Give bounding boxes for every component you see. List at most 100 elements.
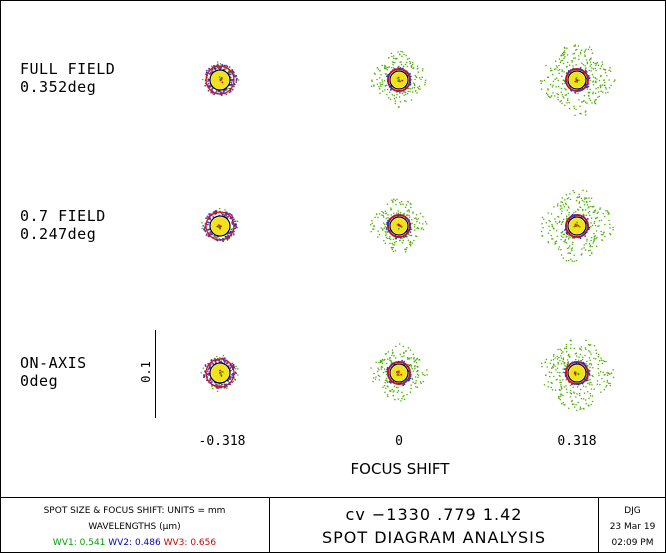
spot-ray-green bbox=[587, 379, 590, 381]
spot-ray-blue bbox=[397, 214, 399, 217]
spot-ray-green bbox=[378, 361, 380, 364]
spot-ray-green bbox=[578, 193, 580, 196]
spot-ray-blue bbox=[215, 386, 218, 389]
spot-ray-blue bbox=[403, 362, 405, 365]
spot-ray-blue bbox=[208, 228, 211, 231]
spot-ray-green bbox=[382, 222, 385, 224]
spot-ray-blue bbox=[572, 236, 575, 239]
spot-ray-blue bbox=[584, 86, 587, 89]
spot-ray-green bbox=[561, 59, 564, 62]
spot-ray-green bbox=[390, 214, 393, 216]
spot-ray-green bbox=[582, 407, 585, 410]
spot-ray-green bbox=[593, 237, 596, 240]
spot-ray-blue bbox=[408, 79, 411, 82]
spot-ray-green bbox=[402, 65, 405, 67]
spot-ray-green bbox=[597, 96, 599, 99]
spot-ray-green bbox=[398, 96, 401, 98]
spot-ray-green bbox=[384, 89, 386, 91]
spot-ray-green bbox=[603, 215, 606, 218]
spot-ray-green bbox=[392, 244, 394, 246]
spot-ray-green bbox=[566, 209, 569, 211]
spot-ring-black bbox=[209, 69, 231, 91]
spot-ray-green bbox=[603, 374, 606, 376]
spot-ray-green bbox=[550, 95, 553, 97]
spot-ray-blue bbox=[399, 92, 401, 94]
spot-ray-green bbox=[410, 99, 413, 101]
spot-ray-green bbox=[380, 368, 383, 370]
spot-ray-green bbox=[401, 237, 403, 240]
spot-ray-green bbox=[596, 78, 598, 80]
spot-ray-green bbox=[592, 91, 595, 94]
spot-ray-green bbox=[609, 373, 611, 375]
spot-ray-green bbox=[384, 242, 387, 245]
spot-ray-blue bbox=[392, 381, 394, 383]
spot-ray-green bbox=[590, 205, 592, 208]
spot-ray-green bbox=[386, 66, 388, 69]
spot-ray-blue bbox=[230, 214, 233, 216]
spot-ray-green bbox=[400, 400, 402, 402]
spot-ray-green bbox=[385, 387, 387, 390]
spot-ray-green bbox=[570, 258, 572, 261]
spot-ray-green bbox=[410, 364, 413, 366]
spot-ray-blue bbox=[386, 368, 388, 371]
spot-ray-blue bbox=[207, 372, 210, 375]
spot-ray-green bbox=[565, 242, 568, 244]
spot-ray-green bbox=[385, 84, 388, 87]
spot-ray-green bbox=[565, 66, 568, 68]
spot-ray-green bbox=[578, 202, 581, 204]
spot-ray-green bbox=[556, 92, 558, 95]
spot-ray-green bbox=[584, 197, 586, 199]
spot-ray-green bbox=[550, 371, 553, 374]
spot-ray-green bbox=[578, 201, 581, 203]
spot-ray-blue bbox=[568, 232, 571, 234]
spot-ray-green bbox=[572, 386, 574, 388]
spot-ray-blue bbox=[206, 223, 209, 226]
spot-ray-green bbox=[422, 216, 424, 218]
spot-ray-blue bbox=[209, 71, 212, 74]
spot-ray-green bbox=[609, 67, 611, 69]
spot-ray-green bbox=[392, 201, 394, 203]
spot-center bbox=[399, 80, 401, 83]
spot-ray-green bbox=[572, 57, 575, 59]
spot-ray-green bbox=[590, 362, 592, 365]
spot-ray-green bbox=[589, 366, 591, 369]
spot-ray-blue bbox=[403, 360, 405, 363]
spot-center bbox=[574, 225, 577, 227]
spot-center bbox=[574, 373, 577, 376]
spot-ray-green bbox=[588, 97, 591, 100]
spot-ray-blue bbox=[588, 74, 590, 77]
spot-ray-green bbox=[415, 386, 417, 388]
spot-ray-blue bbox=[210, 381, 213, 383]
spot-ray-green bbox=[562, 401, 565, 404]
spot-ray-blue bbox=[232, 364, 235, 367]
spot-ray-green bbox=[597, 353, 600, 356]
spot-ray-green bbox=[544, 374, 547, 377]
spot-ray-green bbox=[557, 93, 560, 96]
spot-ray-blue bbox=[226, 235, 228, 238]
spot-ray-green bbox=[409, 90, 411, 93]
spot-ring-black bbox=[567, 216, 587, 236]
spot-ring-red bbox=[387, 214, 411, 238]
spot-ray-green bbox=[600, 74, 602, 77]
spot-ray-green bbox=[384, 370, 387, 373]
spot-ray-green bbox=[592, 61, 595, 64]
spot-center bbox=[397, 370, 399, 373]
spot-ray-blue bbox=[204, 84, 207, 87]
spot-ray-green bbox=[560, 91, 563, 94]
spot-ray-blue bbox=[388, 218, 391, 220]
spot-ray-green bbox=[414, 376, 417, 378]
spot-ray-green bbox=[370, 230, 372, 233]
spot-ray-blue bbox=[205, 217, 207, 220]
spot-ray-green bbox=[561, 83, 564, 85]
spot-ray-green bbox=[585, 339, 587, 342]
spot-ray-green bbox=[564, 239, 567, 241]
spot-ray-green bbox=[560, 357, 563, 359]
spot-ray-green bbox=[562, 371, 565, 374]
spot-ray-green bbox=[422, 68, 424, 70]
spot-ray-green bbox=[426, 369, 428, 371]
spot-ray-green bbox=[578, 58, 580, 61]
spot-ray-green bbox=[394, 398, 396, 401]
spot-ray-blue bbox=[390, 87, 393, 89]
spot-ray-green bbox=[394, 357, 397, 359]
wv3-value: 0.656 bbox=[190, 538, 217, 548]
